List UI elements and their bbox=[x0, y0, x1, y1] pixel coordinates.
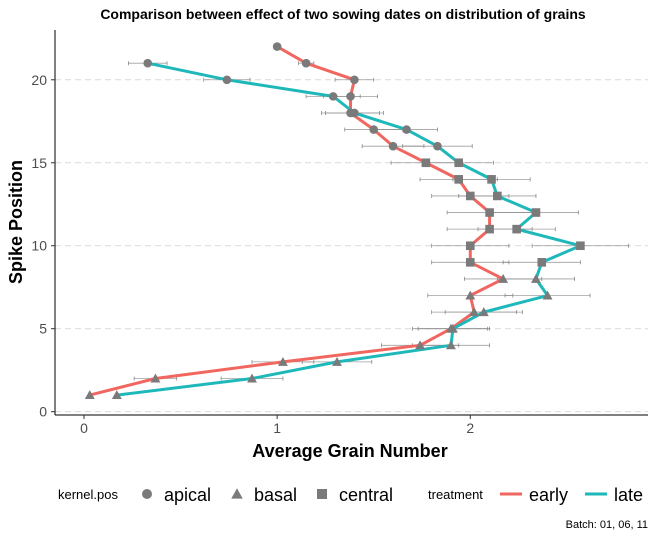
y-tick-label: 10 bbox=[31, 238, 47, 254]
data-point-late bbox=[531, 208, 541, 217]
data-point-late bbox=[493, 191, 502, 201]
data-point-early bbox=[84, 390, 95, 400]
data-point-late bbox=[576, 241, 585, 251]
data-point-early bbox=[465, 290, 476, 300]
data-point-early bbox=[150, 373, 161, 383]
y-tick-label: 15 bbox=[31, 155, 47, 171]
legend-label-late: late bbox=[614, 485, 643, 505]
data-point-late bbox=[531, 273, 541, 283]
legend-label-central: central bbox=[339, 485, 393, 505]
data-point-late bbox=[402, 125, 411, 134]
data-point-early bbox=[346, 92, 355, 101]
legend-key-central bbox=[317, 489, 327, 499]
data-point-late bbox=[433, 141, 442, 151]
data-point-late bbox=[542, 290, 553, 300]
legend-key-apical bbox=[142, 489, 152, 499]
data-point-late bbox=[537, 258, 547, 267]
data-point-early bbox=[272, 42, 282, 51]
legend-title-treatment: treatment bbox=[428, 487, 483, 502]
x-tick-label: 1 bbox=[273, 420, 281, 436]
data-point-early bbox=[369, 125, 379, 134]
data-point-early bbox=[465, 258, 475, 267]
data-point-early bbox=[301, 58, 311, 68]
data-point-late bbox=[143, 58, 153, 68]
data-point-late bbox=[332, 356, 342, 366]
x-tick-label: 0 bbox=[80, 420, 88, 436]
series-line-early bbox=[89, 45, 505, 397]
data-point-late bbox=[478, 307, 489, 317]
data-point-early bbox=[421, 158, 431, 168]
data-point-early bbox=[485, 224, 494, 234]
data-point-early bbox=[388, 141, 398, 151]
data-point-late bbox=[446, 340, 456, 350]
caption: Batch: 01, 06, 11 bbox=[566, 519, 648, 531]
data-point-late bbox=[487, 175, 496, 184]
legend: kernel.pos apical basal central treatment ear… bbox=[58, 485, 643, 505]
x-tick-label: 2 bbox=[466, 420, 474, 436]
legend-label-early: early bbox=[529, 485, 568, 505]
legend-key-basal bbox=[231, 488, 243, 499]
data-point-early bbox=[498, 273, 509, 283]
chart-title: Comparison between effect of two sowing … bbox=[100, 6, 586, 22]
y-tick-label: 5 bbox=[39, 321, 47, 337]
data-point-early bbox=[465, 191, 475, 201]
y-axis-title: Spike Position bbox=[6, 160, 26, 284]
data-point-early bbox=[485, 208, 494, 217]
data-point-late bbox=[328, 92, 338, 101]
data-point-early bbox=[465, 241, 475, 251]
legend-label-basal: basal bbox=[254, 485, 297, 505]
data-point-late bbox=[454, 158, 464, 168]
data-point-early bbox=[454, 175, 464, 184]
data-point-late bbox=[350, 108, 359, 118]
data-point-late bbox=[222, 75, 232, 85]
legend-title-kernel-pos: kernel.pos bbox=[58, 487, 118, 502]
data-point-late bbox=[512, 224, 521, 234]
data-point-late bbox=[111, 390, 122, 400]
y-tick-label: 0 bbox=[39, 404, 47, 420]
x-axis-title: Average Grain Number bbox=[252, 441, 447, 461]
y-tick-label: 20 bbox=[31, 72, 47, 88]
data-point-early bbox=[277, 356, 288, 366]
legend-label-apical: apical bbox=[164, 485, 211, 505]
data-point-early bbox=[415, 340, 426, 350]
data-point-late bbox=[447, 323, 458, 333]
data-point-early bbox=[469, 307, 480, 317]
data-point-late bbox=[247, 373, 257, 383]
data-point-early bbox=[350, 75, 359, 85]
